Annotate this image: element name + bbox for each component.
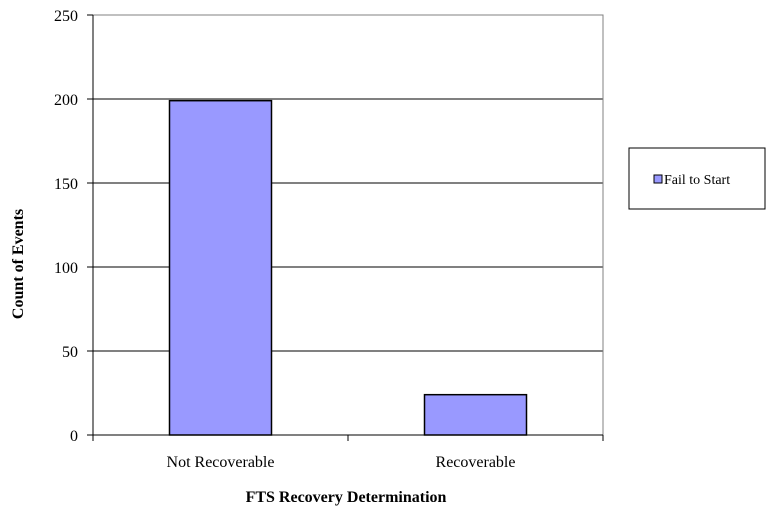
y-tick-label: 0 xyxy=(70,428,78,445)
legend-label: Fail to Start xyxy=(664,173,730,188)
legend: Fail to Start xyxy=(628,147,766,210)
legend-box xyxy=(628,147,766,210)
axes xyxy=(87,14,604,441)
y-tick-label: 50 xyxy=(62,344,78,361)
x-tick-labels: Not Recoverable Recoverable xyxy=(167,454,516,471)
x-tick-label: Recoverable xyxy=(436,454,516,471)
legend-swatch xyxy=(653,174,663,184)
y-tick-label: 200 xyxy=(54,92,78,109)
y-tick-label: 250 xyxy=(54,8,78,25)
x-axis-title: FTS Recovery Determination xyxy=(246,489,447,506)
y-tick-label: 100 xyxy=(54,260,78,277)
bar xyxy=(423,393,528,436)
y-axis-title: Count of Events xyxy=(10,209,27,319)
y-tick-label: 150 xyxy=(54,176,78,193)
bars xyxy=(168,99,528,436)
bar xyxy=(168,99,273,436)
x-tick-label: Not Recoverable xyxy=(167,454,275,471)
y-tick-labels: 0 50 100 150 200 250 xyxy=(54,8,78,445)
